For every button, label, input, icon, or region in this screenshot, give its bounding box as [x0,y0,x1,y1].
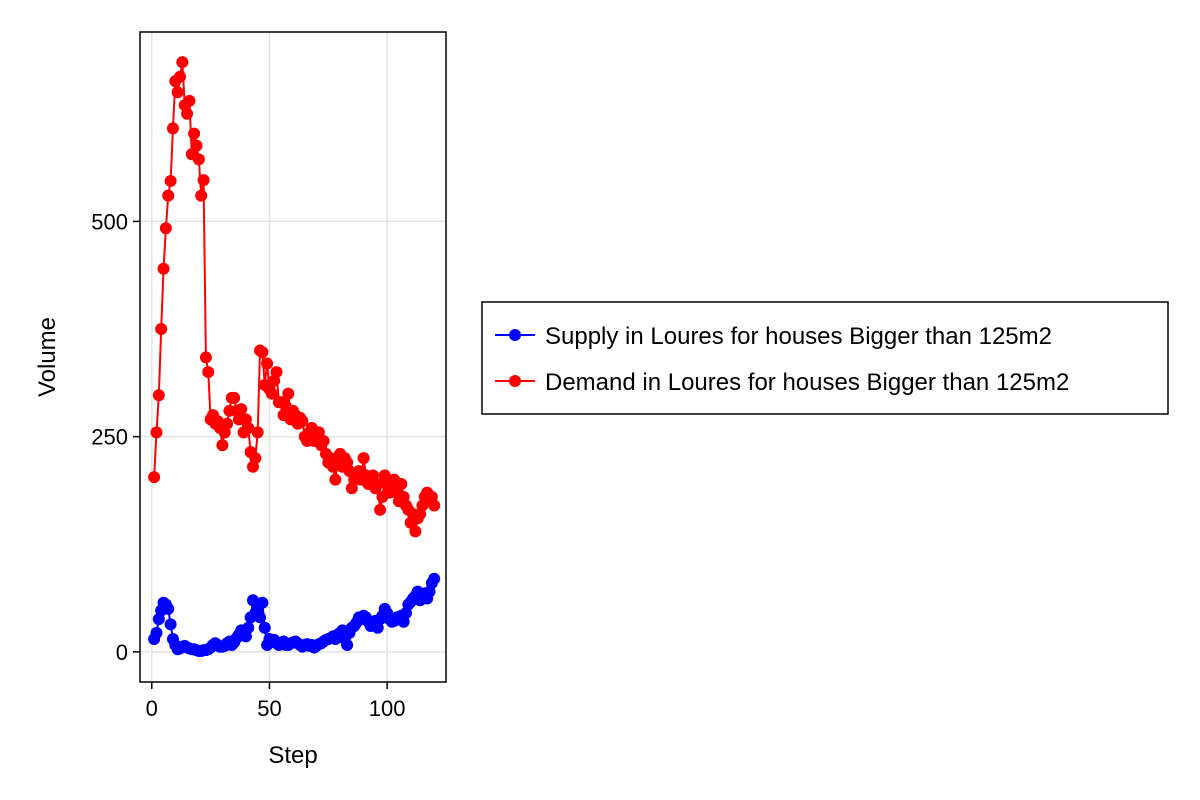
tick-marks [133,220,388,689]
data-point [195,189,208,202]
legend-item: Demand in Loures for houses Bigger than … [495,369,1069,396]
data-point [249,452,262,465]
x-tick-label: 100 [369,696,406,721]
data-point [409,525,422,538]
data-point [251,426,264,439]
data-point [329,473,342,486]
y-tick-label: 250 [91,425,128,450]
data-point [296,415,309,428]
x-axis-label: Step [268,742,317,769]
series-0 [148,572,441,658]
data-point [148,471,161,484]
data-point [190,139,203,152]
data-point [150,426,163,439]
data-point [188,127,201,140]
grid-lines [140,32,446,682]
data-point [265,387,278,400]
legend-box [481,301,1169,415]
data-point [395,477,408,490]
data-point [282,387,295,400]
data-point [159,222,172,235]
data-point [162,189,175,202]
data-point [202,366,215,379]
legend-label: Demand in Loures for houses Bigger than … [545,369,1069,396]
data-point [155,323,168,336]
data-point [357,452,370,465]
data-point [176,56,189,69]
data-point [317,434,330,447]
x-tick-label: 0 [146,696,158,721]
data-point [228,391,241,404]
legend-marker [509,329,521,341]
data-point [166,122,179,135]
data-point [256,596,269,609]
data-point [261,357,274,370]
data-point [428,499,441,512]
data-point [256,346,269,359]
legend-item: Supply in Loures for houses Bigger than … [495,323,1052,350]
data-point [341,638,354,651]
legend: Supply in Loures for houses Bigger than … [481,301,1169,415]
legend-marker [509,375,521,387]
series-layer [148,56,441,658]
y-axis-label: Volume [34,317,61,397]
data-point [192,153,205,166]
data-point [181,107,194,120]
legend-label: Supply in Loures for houses Bigger than … [545,323,1052,350]
data-point [216,439,229,452]
data-point [171,86,184,99]
data-point [174,70,187,83]
plot-frame [139,31,447,683]
x-tick-label: 50 [257,696,281,721]
tick-labels: 0 50 100 0 250 500 [91,209,405,721]
series-1 [148,56,441,538]
data-point [242,621,255,634]
data-point [152,389,165,402]
data-point [242,422,255,435]
data-point [199,351,212,364]
data-point [197,174,210,187]
data-point [254,611,267,624]
data-point [428,572,441,585]
data-point [221,417,234,430]
data-point [374,503,387,516]
data-point [258,621,271,634]
data-point [157,262,170,275]
data-point [164,618,177,631]
data-point [235,403,248,416]
data-point [162,602,175,615]
legend-items: Supply in Loures for houses Bigger than … [495,323,1069,396]
data-point [270,366,283,379]
data-point [164,174,177,187]
y-tick-label: 500 [91,209,128,234]
y-tick-label: 0 [116,640,128,665]
data-point [183,94,196,107]
data-point [371,477,384,490]
data-point [150,626,163,639]
